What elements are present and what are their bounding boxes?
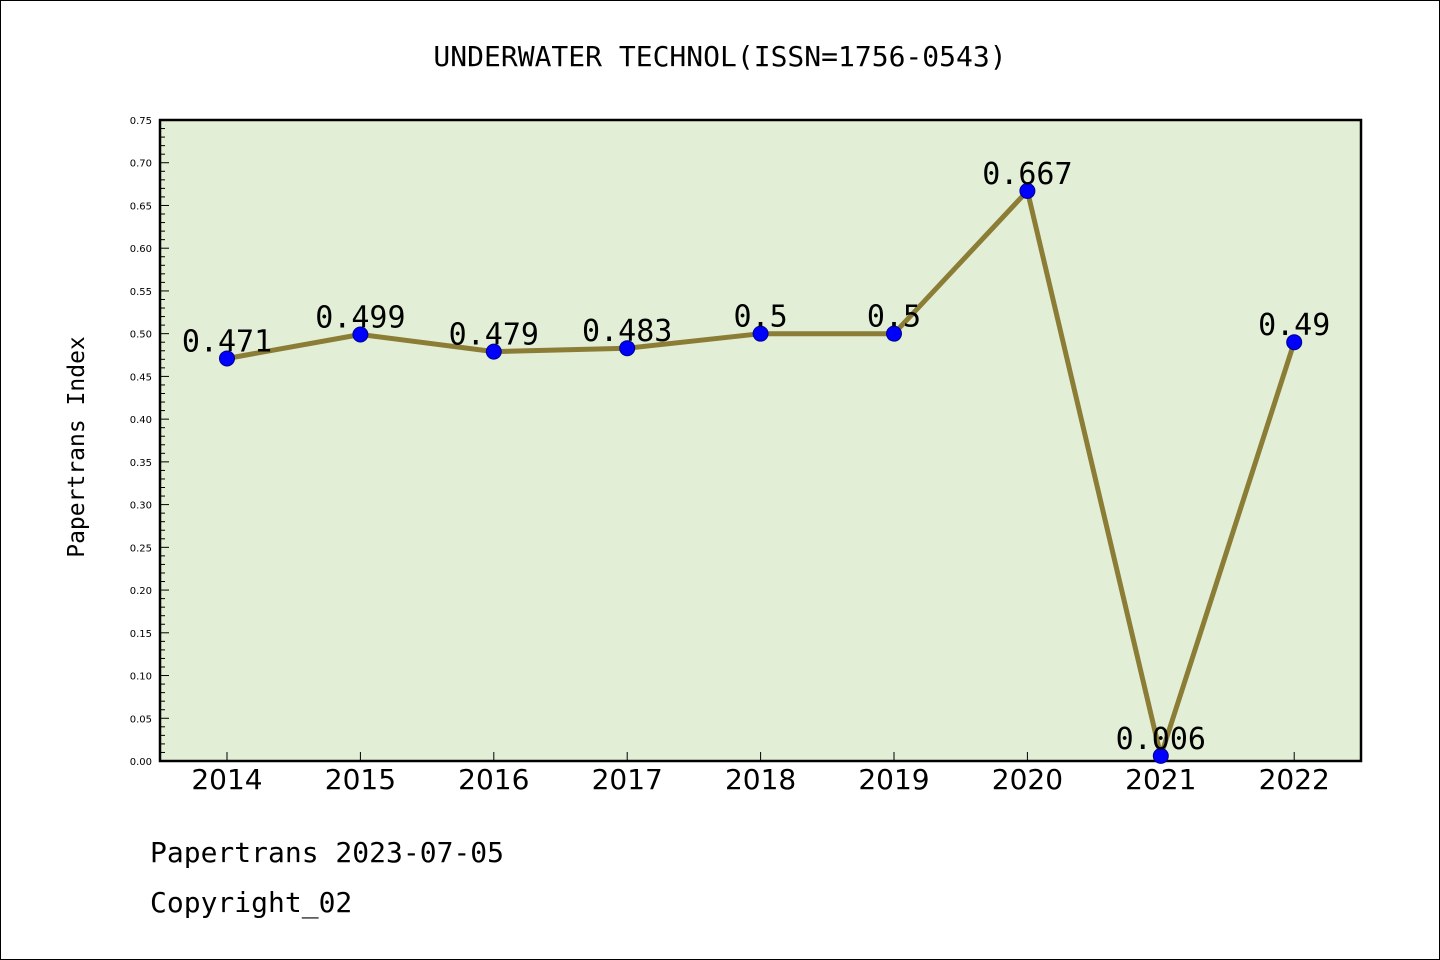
- x-tick-label: 2018: [725, 763, 796, 796]
- x-tick-label: 2020: [992, 763, 1063, 796]
- x-axis: 2014 2015 2016 2017 2018 2019 2020 2021 2022: [191, 752, 1330, 796]
- data-point: [219, 350, 235, 367]
- data-labels: 0.471 0.499 0.479 0.483 0.5 0.5 0.667 0.006 0.49: [182, 157, 1330, 757]
- x-tick-label: 2019: [858, 763, 929, 796]
- y-tick-label: 0.55: [130, 287, 152, 298]
- y-tick-label: 0.50: [130, 330, 152, 341]
- data-point: [352, 326, 369, 343]
- data-point: [485, 343, 502, 360]
- y-tick-label: 0.00: [130, 757, 152, 768]
- data-point: [886, 325, 902, 342]
- y-tick-label: 0.10: [130, 672, 152, 683]
- y-axis: 0.00 0.05 0.10 0.15 0.20 0.25 0.30 0.35 0.40 0.45…: [130, 116, 169, 768]
- y-tick-label: 0.20: [130, 586, 152, 597]
- data-label: 0.49: [1258, 308, 1330, 343]
- y-tick-label: 0.30: [130, 501, 152, 512]
- y-tick-label: 0.35: [130, 458, 152, 469]
- data-label: 0.006: [1116, 722, 1206, 757]
- x-tick-label: 2014: [191, 763, 262, 796]
- x-tick-label: 2015: [325, 763, 396, 796]
- data-label: 0.483: [582, 314, 672, 349]
- y-tick-label: 0.40: [130, 415, 152, 426]
- y-tick-label: 0.60: [130, 244, 152, 255]
- x-tick-label: 2017: [592, 763, 663, 796]
- data-label: 0.5: [734, 300, 788, 335]
- data-point: [1152, 747, 1169, 764]
- data-label: 0.667: [982, 157, 1072, 192]
- data-point: [1286, 334, 1303, 351]
- x-tick-label: 2021: [1125, 763, 1196, 796]
- plot-area: [158, 118, 1363, 763]
- data-label: 0.499: [315, 301, 405, 336]
- data-label: 0.471: [182, 324, 272, 359]
- data-point: [752, 325, 769, 342]
- series-layer: [219, 182, 1303, 764]
- y-axis-label: Papertrans Index: [64, 336, 90, 558]
- y-tick-label: 0.05: [130, 714, 152, 725]
- y-tick-label: 0.70: [130, 159, 152, 170]
- data-point: [1019, 182, 1036, 199]
- data-label: 0.5: [867, 300, 921, 335]
- data-label: 0.479: [449, 318, 539, 353]
- x-tick-label: 2022: [1259, 763, 1330, 796]
- y-tick-label: 0.45: [130, 372, 152, 383]
- data-point: [619, 340, 636, 357]
- footer-copyright-text: Copyright_02: [150, 886, 353, 919]
- chart-title: UNDERWATER TECHNOL(ISSN=1756-0543): [433, 40, 1006, 73]
- x-tick-label: 2016: [458, 763, 529, 796]
- y-tick-label: 0.15: [130, 629, 152, 640]
- y-tick-label: 0.25: [130, 543, 152, 554]
- footer-date-text: Papertrans 2023-07-05: [150, 836, 505, 869]
- y-tick-label: 0.75: [130, 116, 152, 127]
- y-tick-label: 0.65: [130, 201, 152, 212]
